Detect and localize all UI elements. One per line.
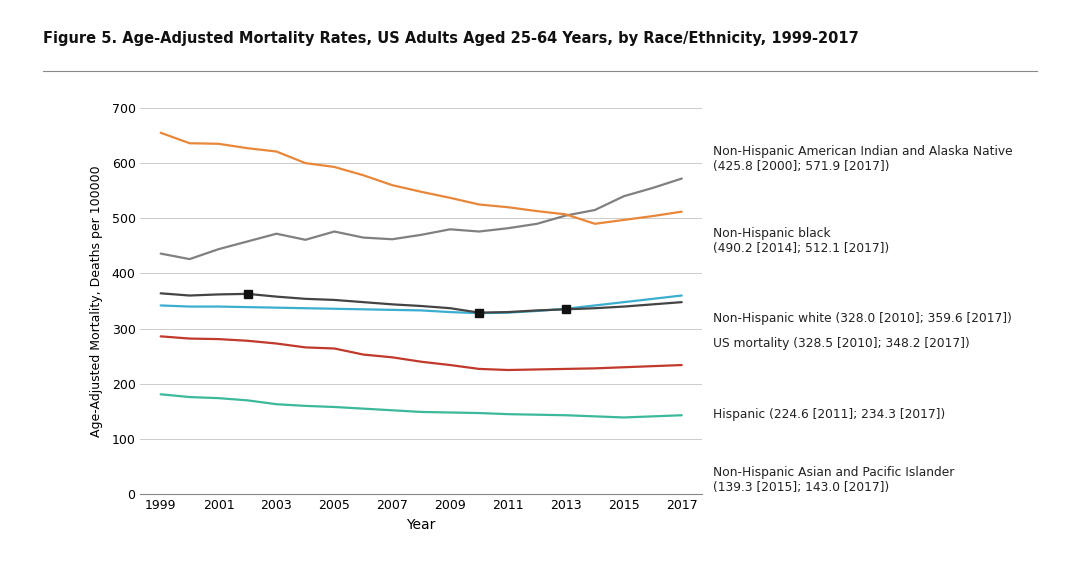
Text: Hispanic (224.6 [2011]; 234.3 [2017]): Hispanic (224.6 [2011]; 234.3 [2017]) xyxy=(713,408,945,421)
Text: Figure 5. Age-Adjusted Mortality Rates, US Adults Aged 25-64 Years, by Race/Ethn: Figure 5. Age-Adjusted Mortality Rates, … xyxy=(43,31,859,46)
Y-axis label: Age-Adjusted Mortality, Deaths per 100000: Age-Adjusted Mortality, Deaths per 10000… xyxy=(91,165,104,437)
Text: US mortality (328.5 [2010]; 348.2 [2017]): US mortality (328.5 [2010]; 348.2 [2017]… xyxy=(713,337,970,350)
Text: Non-Hispanic American Indian and Alaska Native
(425.8 [2000]; 571.9 [2017]): Non-Hispanic American Indian and Alaska … xyxy=(713,145,1012,173)
X-axis label: Year: Year xyxy=(406,517,436,532)
Text: Non-Hispanic white (328.0 [2010]; 359.6 [2017]): Non-Hispanic white (328.0 [2010]; 359.6 … xyxy=(713,312,1012,324)
Text: Non-Hispanic Asian and Pacific Islander
(139.3 [2015]; 143.0 [2017]): Non-Hispanic Asian and Pacific Islander … xyxy=(713,466,954,494)
Text: Non-Hispanic black
(490.2 [2014]; 512.1 [2017]): Non-Hispanic black (490.2 [2014]; 512.1 … xyxy=(713,227,889,256)
